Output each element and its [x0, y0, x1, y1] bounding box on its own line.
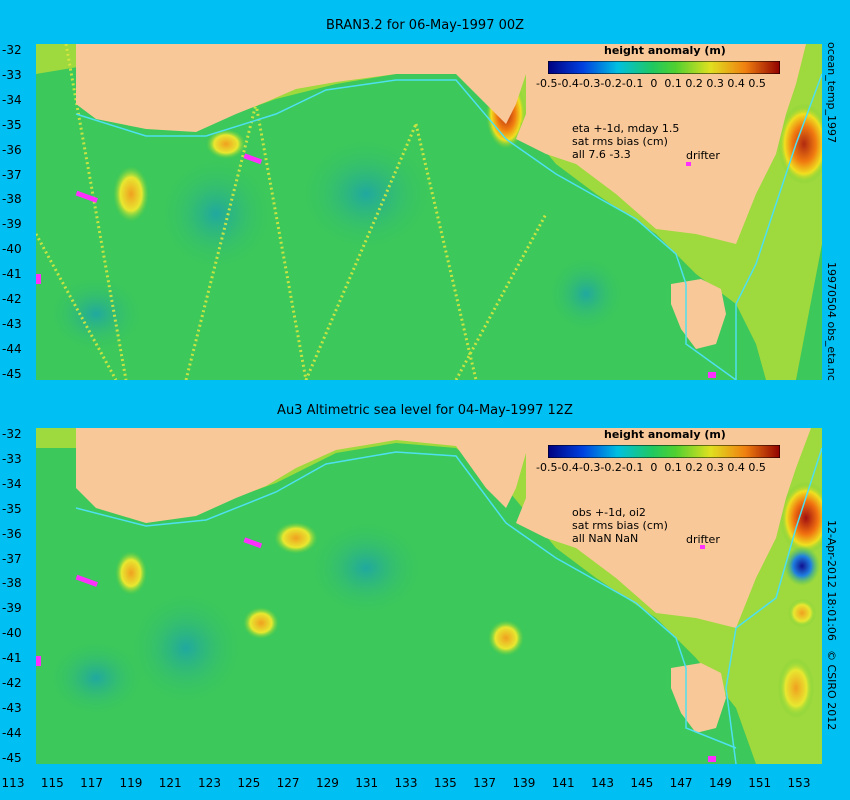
- mainland-australia: [76, 428, 811, 628]
- lat-tick-label: -36: [2, 142, 22, 157]
- lon-tick-label: 139: [512, 776, 536, 790]
- lat-tick-label: -44: [2, 341, 22, 356]
- side-label-1b: 19970504 obs_eta.nc: [825, 262, 838, 381]
- colorbar-title-2: height anomaly (m): [604, 428, 726, 441]
- lat-tick-label: -32: [2, 427, 22, 441]
- lat-tick-label: -38: [2, 192, 22, 207]
- lat-tick-label: -43: [2, 700, 22, 715]
- stats-note-1: eta +-1d, mday 1.5 sat rms bias (cm) all…: [572, 122, 680, 161]
- lat-tick-label: -37: [2, 551, 22, 566]
- lat-tick-label: -45: [2, 366, 22, 381]
- lon-tick-label: 147: [669, 776, 693, 790]
- lon-tick-label: 137: [473, 776, 497, 790]
- lat-tick-label: -42: [2, 292, 22, 306]
- lon-tick-label: 133: [394, 776, 418, 790]
- lat-tick-label: -39: [2, 601, 22, 616]
- lon-tick-label: 145: [630, 776, 654, 790]
- lat-tick-label: -35: [2, 501, 22, 516]
- stats-note-2: obs +-1d, oi2 sat rms bias (cm) all NaN …: [572, 506, 668, 545]
- lat-tick-label: -37: [2, 167, 22, 182]
- lat-tick-label: -34: [2, 476, 22, 491]
- side-label-2: 12-Apr-2012 18:01:06: [825, 520, 838, 641]
- colorbar-1: [548, 61, 780, 74]
- colorbar-ticks-2: -0.5​-0.4​-0.3​-0.2​-0.1 0 0.1 0.2 0.3 0…: [536, 461, 766, 474]
- panel1-title: BRAN3.2 for 06-May-1997 00Z: [325, 18, 525, 33]
- lat-tick-label: -41: [2, 651, 22, 666]
- side-label-1: ocean_temp_1997: [825, 42, 838, 144]
- lon-tick-label: 123: [198, 776, 221, 790]
- map-panel-1: [36, 44, 822, 380]
- lon-tick-label: 127: [276, 776, 300, 790]
- drifter-label-1: drifter: [686, 149, 720, 162]
- lat-tick-label: -32: [2, 43, 22, 57]
- lat-tick-label: -33: [2, 451, 22, 466]
- drifter-label-2: drifter: [686, 533, 720, 546]
- lon-tick-label: 151: [748, 776, 772, 790]
- colorbar-ticks-1: -0.5​-0.4​-0.3​-0.2​-0.1 0 0.1 0.2 0.3 0…: [536, 77, 766, 90]
- lat-tick-label: -43: [2, 316, 22, 331]
- colorbar-title-1: height anomaly (m): [604, 44, 726, 57]
- lat-tick-label: -38: [2, 576, 22, 591]
- lon-tick-label: 113: [1, 776, 25, 790]
- side-label-2b: © CSIRO 2012: [825, 650, 838, 731]
- lat-tick-label: -33: [2, 67, 22, 82]
- lat-tick-label: -41: [2, 267, 22, 282]
- tasmania: [671, 663, 726, 733]
- mainland-australia: [76, 44, 806, 244]
- lat-tick-label: -40: [2, 242, 22, 257]
- lon-tick-label: 143: [591, 776, 614, 790]
- lat-tick-label: -36: [2, 526, 22, 541]
- lon-tick-label: 121: [158, 776, 182, 790]
- lon-tick-label: 135: [433, 776, 457, 790]
- panel2-title: Au3 Altimetric sea level for 04-May-1997…: [277, 403, 573, 418]
- lon-tick-label: 153: [787, 776, 811, 790]
- lat-tick-label: -42: [2, 676, 22, 690]
- lon-tick-label: 149: [708, 776, 732, 790]
- lon-tick-label: 131: [355, 776, 379, 790]
- tasmania: [671, 279, 726, 349]
- lon-tick-label: 117: [80, 776, 104, 790]
- lon-tick-label: 129: [315, 776, 339, 790]
- colorbar-2: [548, 445, 780, 458]
- lon-tick-label: 115: [40, 776, 64, 790]
- lon-tick-label: 141: [551, 776, 575, 790]
- map-panel-2: [36, 428, 822, 764]
- lon-tick-label: 119: [119, 776, 143, 790]
- lat-tick-label: -44: [2, 725, 22, 740]
- lat-tick-label: -40: [2, 626, 22, 641]
- lat-tick-label: -45: [2, 750, 22, 765]
- lat-tick-label: -39: [2, 217, 22, 232]
- lon-tick-label: 125: [237, 776, 261, 790]
- lat-tick-label: -35: [2, 117, 22, 132]
- lat-tick-label: -34: [2, 92, 22, 107]
